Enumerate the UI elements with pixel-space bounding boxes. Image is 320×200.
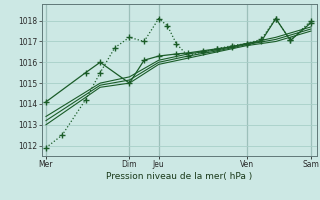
X-axis label: Pression niveau de la mer( hPa ): Pression niveau de la mer( hPa ) (106, 172, 252, 181)
